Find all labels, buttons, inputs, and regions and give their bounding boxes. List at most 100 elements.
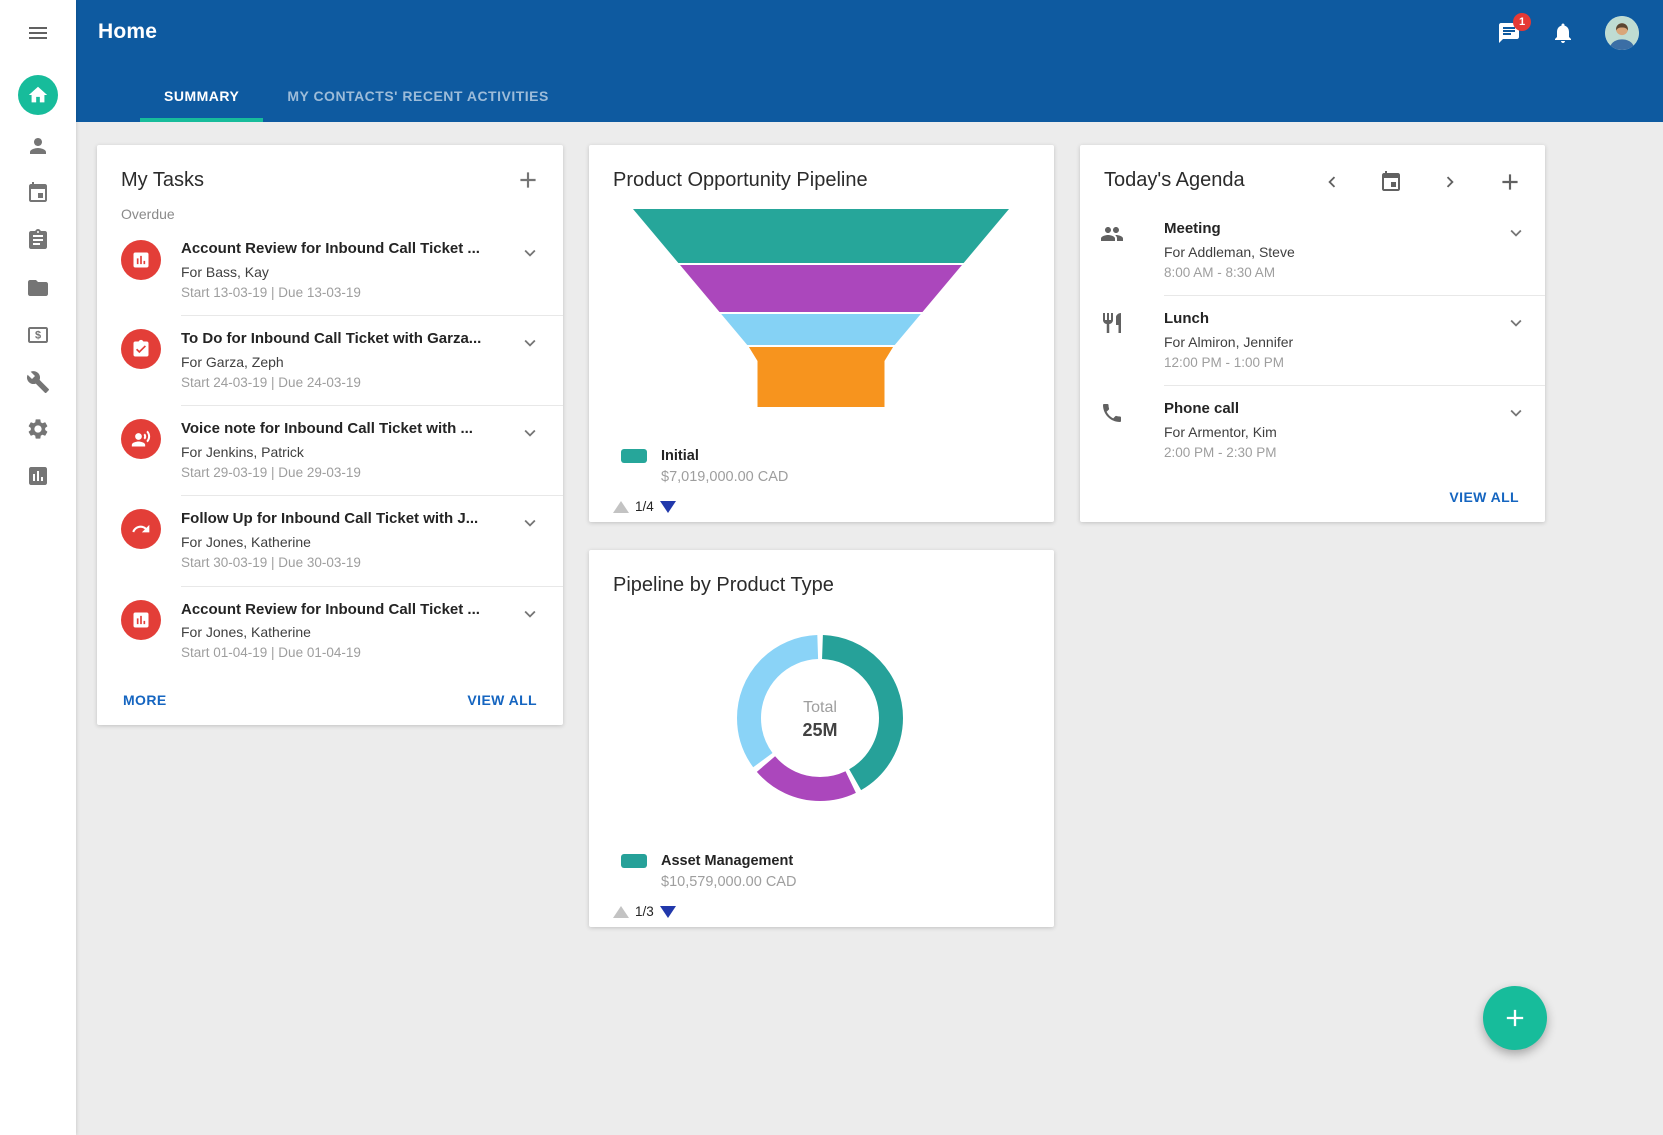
funnel-segment[interactable]: [748, 347, 894, 407]
settings-icon: [26, 417, 50, 441]
agenda-row[interactable]: Meeting For Addleman, Steve 8:00 AM - 8:…: [1080, 206, 1545, 295]
voice-icon: [131, 429, 151, 449]
task-title: Account Review for Inbound Call Ticket .…: [181, 240, 480, 257]
agenda-view-all-button[interactable]: VIEW ALL: [1449, 489, 1519, 505]
people-icon: [1100, 222, 1124, 295]
chart-icon: [131, 250, 151, 270]
agenda-time: 2:00 PM - 2:30 PM: [1164, 445, 1277, 461]
restaurant-icon: [1100, 311, 1124, 385]
notifications-button[interactable]: [1551, 21, 1575, 45]
calendar-icon: [26, 181, 50, 205]
agenda-title-text: Meeting: [1164, 220, 1221, 237]
contacts-icon: [26, 134, 50, 158]
dashboard: My Tasks Overdue Account Review for Inbo…: [76, 122, 1663, 1135]
sidebar-item-settings[interactable]: [26, 417, 50, 441]
task-row[interactable]: Follow Up for Inbound Call Ticket with J…: [97, 495, 563, 585]
tasks-view-all-button[interactable]: VIEW ALL: [467, 692, 537, 708]
expand-task-icon[interactable]: [519, 422, 541, 444]
expand-task-icon[interactable]: [519, 242, 541, 264]
task-dates: Start 01-04-19 | Due 01-04-19: [181, 645, 361, 661]
donut-pager-down-icon[interactable]: [659, 905, 676, 918]
menu-icon[interactable]: [26, 21, 50, 45]
task-title: Account Review for Inbound Call Ticket .…: [181, 600, 480, 618]
add-task-button[interactable]: [515, 167, 541, 193]
tab-my-contacts-recent-activities[interactable]: MY CONTACTS' RECENT ACTIVITIES: [287, 88, 549, 104]
task-dates: Start 13-03-19 | Due 13-03-19: [181, 284, 361, 300]
sidebar-item-folder[interactable]: [26, 276, 50, 300]
sidebar-item-contacts[interactable]: [26, 134, 50, 158]
agenda-row[interactable]: Lunch For Almiron, Jennifer 12:00 PM - 1…: [1080, 295, 1545, 385]
agenda-title-text: Lunch: [1164, 310, 1209, 328]
tasks-icon: [26, 228, 50, 252]
donut-legend-value: $10,579,000.00 CAD: [661, 873, 797, 890]
task-type-badge: [121, 599, 161, 640]
expand-appointment-icon[interactable]: [1505, 402, 1527, 424]
agenda-calendar-button[interactable]: [1379, 170, 1403, 194]
sidebar: $: [0, 0, 76, 1135]
sidebar-item-calendar[interactable]: [26, 181, 50, 205]
expand-appointment-icon[interactable]: [1505, 222, 1527, 244]
task-title: To Do for Inbound Call Ticket with Garza…: [181, 330, 482, 348]
funnel-pager-up-icon[interactable]: [613, 500, 629, 513]
phone-icon: [1100, 401, 1124, 475]
expand-task-icon[interactable]: [519, 332, 541, 354]
product-type-pipeline-title: Pipeline by Product Type: [613, 574, 834, 596]
agenda-for: For Armentor, Kim: [1164, 423, 1277, 440]
user-avatar[interactable]: [1605, 16, 1639, 50]
donut-total-label: Total: [803, 699, 837, 716]
sidebar-item-home[interactable]: [18, 75, 58, 115]
funnel-pager-text: 1/4: [635, 499, 654, 514]
overdue-label: Overdue: [121, 206, 175, 222]
expand-appointment-icon[interactable]: [1505, 312, 1527, 334]
donut-segment[interactable]: [737, 635, 903, 801]
donut-legend-swatch: [621, 853, 647, 868]
task-type-badge: [121, 329, 161, 370]
my-tasks-card: My Tasks Overdue Account Review for Inbo…: [97, 145, 563, 725]
sidebar-item-tasks[interactable]: [26, 228, 50, 252]
funnel-chart: [611, 209, 1031, 407]
sidebar-item-reports[interactable]: [26, 464, 50, 488]
funnel-segment[interactable]: [680, 265, 962, 312]
funnel-segment[interactable]: [721, 314, 921, 345]
messages-button[interactable]: 1: [1497, 13, 1531, 45]
task-row[interactable]: Account Review for Inbound Call Ticket .…: [97, 585, 563, 676]
donut-segment[interactable]: [737, 635, 903, 801]
opportunity-pipeline-card: Product Opportunity Pipeline Initial $7,…: [589, 145, 1054, 522]
donut-legend-label: Asset Management: [661, 852, 794, 869]
task-row[interactable]: To Do for Inbound Call Ticket with Garza…: [97, 315, 563, 405]
funnel-segment[interactable]: [633, 209, 1009, 263]
task-type-badge: [121, 240, 161, 280]
funnel-pager-down-icon[interactable]: [659, 500, 676, 513]
task-for: For Jenkins, Patrick: [181, 443, 304, 460]
add-appointment-button[interactable]: [1497, 169, 1523, 195]
donut-segment[interactable]: [737, 635, 903, 801]
expand-task-icon[interactable]: [519, 603, 541, 625]
todo-icon: [131, 339, 151, 359]
agenda-row[interactable]: Phone call For Armentor, Kim 2:00 PM - 2…: [1080, 385, 1545, 475]
reports-icon: [26, 464, 50, 488]
donut-pager-text: 1/3: [635, 904, 654, 919]
sidebar-item-tools[interactable]: [26, 370, 50, 394]
task-row[interactable]: Voice note for Inbound Call Ticket with …: [97, 405, 563, 495]
task-dates: Start 29-03-19 | Due 29-03-19: [181, 465, 361, 481]
global-add-button[interactable]: [1483, 986, 1547, 1050]
bell-icon: [1551, 21, 1575, 45]
tab-bar: SUMMARY MY CONTACTS' RECENT ACTIVITIES: [140, 70, 573, 122]
tab-summary[interactable]: SUMMARY: [140, 70, 264, 122]
agenda-card: Today's Agenda Meeting For Addleman, Ste…: [1080, 145, 1545, 522]
plus-icon: [1506, 1009, 1524, 1027]
donut-pager-up-icon[interactable]: [613, 905, 629, 918]
expand-task-icon[interactable]: [519, 512, 541, 534]
funnel-legend-value: $7,019,000.00 CAD: [661, 468, 789, 485]
task-dates: Start 24-03-19 | Due 24-03-19: [181, 375, 361, 391]
task-row[interactable]: Account Review for Inbound Call Ticket .…: [97, 226, 563, 315]
more-button[interactable]: MORE: [123, 692, 167, 708]
agenda-next-day-button[interactable]: [1439, 171, 1461, 193]
agenda-prev-day-button[interactable]: [1321, 171, 1343, 193]
tools-icon: [26, 370, 50, 394]
sidebar-item-billing[interactable]: $: [26, 323, 50, 347]
agenda-title: Today's Agenda: [1104, 169, 1245, 191]
follow-up-icon: [131, 519, 151, 539]
product-type-pipeline-card: Pipeline by Product Type Total 25M Asset…: [589, 550, 1054, 927]
agenda-time: 8:00 AM - 8:30 AM: [1164, 264, 1276, 280]
